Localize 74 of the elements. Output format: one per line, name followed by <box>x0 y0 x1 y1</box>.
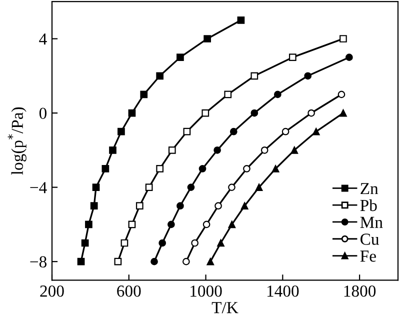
point <box>345 54 353 61</box>
x-axis-title: T/K <box>212 302 238 314</box>
point <box>109 146 116 154</box>
point <box>274 90 282 98</box>
point <box>224 90 232 98</box>
legend-label: Pb <box>360 199 377 212</box>
point <box>202 109 210 117</box>
point <box>250 109 258 117</box>
x-tick-label: 1800 <box>344 285 376 297</box>
point <box>255 184 263 191</box>
point <box>118 128 125 136</box>
point <box>228 184 236 191</box>
point <box>206 258 214 266</box>
point <box>128 109 136 117</box>
point <box>114 258 122 266</box>
point <box>85 220 92 228</box>
point <box>230 128 238 136</box>
point <box>243 165 250 172</box>
point <box>140 90 148 98</box>
point <box>168 220 175 228</box>
point <box>282 128 290 136</box>
point <box>176 54 184 61</box>
legend-label: Zn <box>360 183 378 194</box>
point <box>202 220 210 228</box>
point <box>340 35 347 42</box>
x-tick-label: 200 <box>40 285 64 297</box>
point <box>272 165 280 172</box>
point <box>187 184 195 191</box>
point <box>204 35 211 42</box>
x-tick-label: 600 <box>117 285 141 297</box>
y-tick-label: 4 <box>39 34 47 45</box>
point <box>312 128 320 136</box>
point <box>198 165 206 172</box>
point <box>145 184 153 191</box>
point <box>77 258 85 266</box>
y-tick-label: 0 <box>39 108 47 119</box>
point <box>217 239 224 247</box>
point <box>128 220 136 228</box>
legend-label: Mn <box>360 216 383 228</box>
y-axis-title: log(p$^{*}$/Pa) <box>8 107 26 175</box>
point <box>340 109 347 117</box>
point <box>260 146 268 154</box>
point <box>214 202 222 210</box>
point <box>240 202 248 210</box>
point <box>304 72 312 80</box>
point <box>150 258 158 266</box>
point <box>176 202 184 210</box>
y-tick-label: −4 <box>30 182 47 194</box>
x-tick-label: 1000 <box>190 285 222 297</box>
point <box>228 220 236 228</box>
point <box>182 258 190 266</box>
point <box>90 202 98 210</box>
point <box>102 165 110 172</box>
point <box>250 72 258 80</box>
x-tick-label: 1400 <box>267 285 299 297</box>
point <box>288 54 296 61</box>
point <box>191 239 198 247</box>
point <box>237 16 245 24</box>
point <box>120 239 128 247</box>
point <box>156 72 164 80</box>
point <box>183 128 191 136</box>
point <box>214 146 221 154</box>
legend-label: Fe <box>360 250 376 262</box>
point <box>92 184 100 191</box>
point <box>308 109 315 117</box>
legend-label: Cu <box>360 234 380 245</box>
point <box>290 146 298 154</box>
y-tick-label: −8 <box>30 256 47 268</box>
point <box>158 239 166 247</box>
point <box>136 202 144 210</box>
point <box>156 165 164 172</box>
point <box>168 146 176 154</box>
point <box>338 90 346 98</box>
point <box>81 239 89 247</box>
